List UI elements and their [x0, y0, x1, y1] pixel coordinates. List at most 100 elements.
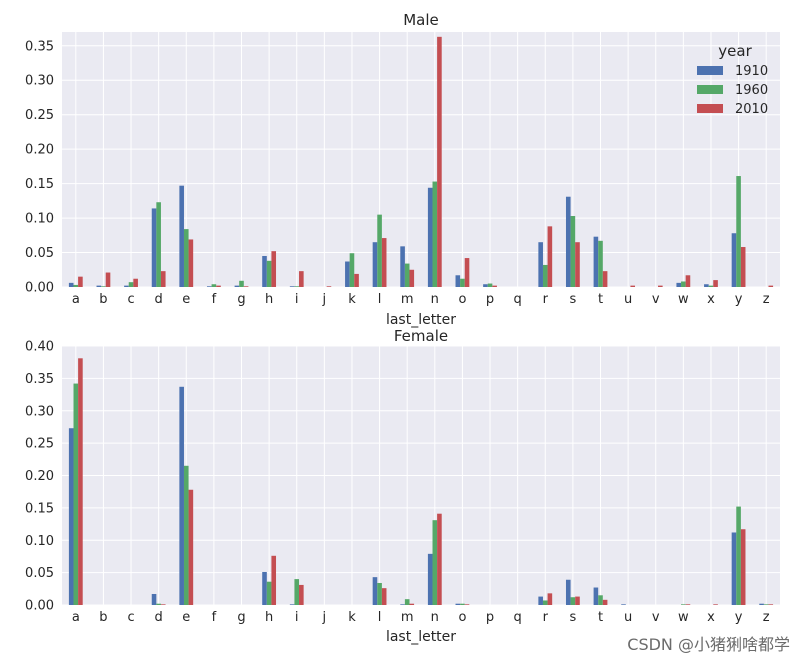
y-tick-label: 0.20 — [25, 143, 54, 158]
bar-1910-h — [262, 571, 267, 605]
x-tick-label: c — [127, 610, 134, 625]
bar-1960-w — [681, 281, 686, 287]
y-tick-label: 0.05 — [25, 566, 54, 581]
bar-2010-m — [409, 603, 415, 605]
bar-2010-t — [602, 599, 608, 605]
x-tick-label: i — [295, 610, 299, 625]
bar-1910-f — [206, 286, 212, 287]
bar-2010-e — [188, 489, 194, 605]
bar-1960-s — [570, 216, 576, 287]
x-tick-label: s — [569, 292, 576, 307]
bar-2010-x — [713, 280, 718, 287]
x-tick-label: q — [514, 610, 522, 625]
x-tick-label: y — [735, 610, 743, 625]
bar-1910-s — [565, 196, 571, 287]
bar-1910-w — [676, 282, 682, 287]
bar-1910-r — [538, 242, 543, 287]
bar-1910-l — [372, 242, 378, 287]
x-tick-label: p — [486, 292, 494, 307]
bar-2010-p — [492, 285, 497, 287]
x-tick-label: v — [652, 292, 660, 307]
bar-2010-s — [575, 596, 580, 605]
bar-1960-d — [156, 603, 161, 605]
bar-1960-a — [73, 284, 79, 287]
bar-1960-y — [736, 506, 741, 605]
bar-1960-n — [432, 520, 438, 605]
bar-1960-c — [128, 282, 134, 287]
y-tick-label: 0.30 — [25, 74, 54, 89]
bar-1910-a — [68, 282, 74, 287]
bar-2010-d — [160, 271, 166, 287]
x-tick-label: h — [265, 292, 273, 307]
bar-1960-p — [487, 283, 493, 287]
bar-1960-h — [266, 260, 272, 287]
bar-1910-b — [96, 285, 102, 287]
bar-1910-x — [704, 284, 709, 287]
x-tick-label: c — [127, 292, 134, 307]
bar-1960-g — [239, 280, 244, 287]
bar-1960-b — [101, 286, 106, 287]
x-tick-label: w — [678, 610, 689, 625]
legend-label: 1910 — [735, 64, 768, 79]
x-tick-label: l — [378, 610, 382, 625]
x-tick-label: t — [598, 292, 603, 307]
bar-2010-h — [271, 251, 277, 287]
bar-1910-e — [179, 386, 184, 605]
bar-1910-i — [289, 604, 295, 605]
y-tick-label: 0.05 — [25, 246, 54, 261]
x-tick-label: z — [763, 292, 770, 307]
x-tick-label: m — [401, 292, 414, 307]
bar-2010-e — [188, 239, 194, 287]
bar-1960-a — [73, 383, 79, 605]
x-tick-label: n — [431, 292, 439, 307]
bar-1910-g — [234, 285, 240, 287]
bar-2010-z — [768, 604, 774, 605]
bar-2010-l — [381, 588, 387, 605]
bar-1910-k — [345, 261, 350, 287]
y-tick-label: 0.15 — [25, 501, 54, 516]
bar-1960-t — [598, 240, 603, 287]
x-tick-label: x — [707, 292, 715, 307]
bar-1910-d — [151, 208, 157, 287]
x-tick-label: g — [237, 292, 245, 307]
y-tick-label: 0.40 — [25, 340, 54, 355]
bar-1910-l — [372, 577, 378, 605]
chart-title: Female — [394, 327, 448, 345]
bar-2010-o — [464, 604, 470, 605]
x-tick-label: e — [182, 610, 190, 625]
x-tick-label: f — [212, 610, 217, 625]
bar-1910-y — [731, 233, 737, 287]
bar-1910-a — [68, 428, 74, 605]
bar-1910-e — [179, 185, 184, 287]
bar-2010-j — [326, 286, 332, 287]
bar-2010-w — [685, 604, 691, 605]
bar-1960-d — [156, 202, 161, 287]
bar-2010-h — [271, 555, 277, 605]
bar-1960-z — [763, 604, 769, 605]
bar-1960-n — [432, 181, 438, 287]
bar-1960-y — [736, 176, 741, 287]
x-tick-label: x — [707, 610, 715, 625]
x-axis-label: last_letter — [386, 312, 456, 328]
bar-2010-b — [105, 272, 111, 287]
x-tick-label: o — [458, 610, 466, 625]
y-tick-label: 0.35 — [25, 39, 54, 54]
x-tick-label: l — [378, 292, 382, 307]
x-tick-label: g — [237, 610, 245, 625]
x-tick-label: f — [212, 292, 217, 307]
bar-2010-w — [685, 275, 691, 287]
x-tick-label: a — [72, 610, 80, 625]
bar-1910-i — [289, 286, 295, 287]
x-tick-label: m — [401, 610, 414, 625]
bar-1960-e — [183, 229, 189, 287]
bar-1910-o — [455, 275, 461, 287]
bar-1910-r — [538, 596, 543, 605]
male-chart: 0.00 0.05 0.10 0.15 0.20 0.25 0.30 0.35 a b c d e f g h… — [25, 11, 780, 328]
y-tick-label: 0.10 — [25, 534, 54, 549]
bar-2010-z — [768, 285, 774, 287]
bar-2010-l — [381, 238, 387, 287]
bar-2010-c — [133, 278, 138, 287]
bar-2010-n — [437, 36, 442, 287]
bar-1910-z — [759, 603, 764, 605]
